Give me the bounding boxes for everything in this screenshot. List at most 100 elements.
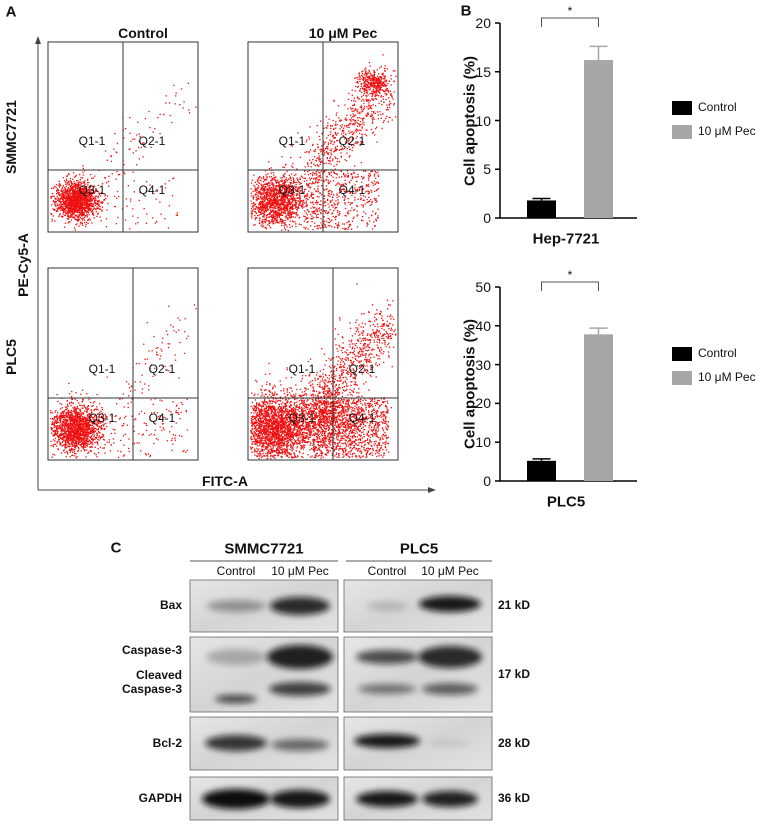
cell-dot [388, 91, 389, 92]
cell-dot [371, 91, 372, 92]
cell-dot [331, 213, 332, 214]
cell-dot [292, 205, 293, 206]
cell-dot [302, 177, 303, 178]
cell-dot [355, 115, 356, 116]
cell-dot [354, 121, 355, 122]
cell-dot [287, 219, 288, 220]
cell-dot [357, 112, 358, 113]
cell-dot [356, 177, 357, 178]
cell-dot [277, 189, 278, 190]
cell-dot [355, 108, 356, 109]
cell-dot [385, 118, 386, 119]
cell-dot [309, 183, 310, 184]
cell-dot [303, 178, 304, 179]
cell-dot [290, 178, 291, 179]
cell-dot [376, 90, 377, 91]
cell-dot [368, 186, 369, 187]
cell-dot [353, 172, 354, 173]
cell-dot [82, 214, 83, 215]
cell-dot [54, 198, 55, 199]
cell-dot [379, 91, 380, 92]
cell-dot [74, 227, 75, 228]
cell-dot [262, 186, 263, 187]
cell-dot [344, 125, 345, 126]
cell-dot [337, 210, 338, 211]
cell-dot [272, 217, 273, 218]
cell-dot [106, 182, 107, 183]
cell-dot [358, 98, 359, 99]
cell-dot [137, 122, 138, 123]
cell-dot [317, 211, 318, 212]
cell-dot [331, 141, 332, 142]
cell-dot [76, 203, 77, 204]
cell-dot [271, 184, 272, 185]
cell-dot [312, 183, 313, 184]
cell-dot [56, 211, 57, 212]
cell-dot [148, 111, 149, 112]
cell-dot [377, 80, 378, 81]
cell-dot [354, 115, 355, 116]
cell-dot [70, 201, 71, 202]
cell-dot [76, 191, 77, 192]
cell-dot [355, 90, 356, 91]
cell-dot [326, 128, 327, 129]
cell-dot [52, 196, 53, 197]
cell-dot [265, 192, 266, 193]
cell-dot [154, 128, 155, 129]
cell-dot [341, 156, 342, 157]
cell-dot [70, 405, 71, 406]
cell-dot [291, 215, 292, 216]
cell-dot [343, 128, 344, 129]
cell-dot [96, 200, 97, 201]
cell-dot [277, 207, 278, 208]
cell-dot [65, 215, 66, 216]
cell-dot [371, 98, 372, 99]
cell-dot [308, 211, 309, 212]
cell-dot [52, 208, 53, 209]
cell-dot [72, 209, 73, 210]
cell-dot [53, 201, 54, 202]
cell-dot [294, 175, 295, 176]
cell-dot [306, 141, 307, 142]
cell-dot [365, 115, 366, 116]
cell-dot [86, 224, 87, 225]
cell-dot [53, 446, 54, 447]
cell-dot [307, 199, 308, 200]
cell-dot [61, 188, 62, 189]
cell-dot [372, 115, 373, 116]
cell-dot [87, 211, 88, 212]
cell-dot [290, 176, 291, 177]
cell-dot [132, 216, 133, 217]
cell-dot [328, 218, 329, 219]
cell-dot [258, 210, 259, 211]
cell-dot [273, 174, 274, 175]
cell-dot [78, 208, 79, 209]
cell-dot [327, 200, 328, 201]
cell-dot [295, 226, 296, 227]
cell-dot [255, 194, 256, 195]
cell-dot [251, 217, 252, 218]
cell-dot [383, 102, 384, 103]
cell-dot [273, 223, 274, 224]
cell-dot [267, 198, 268, 199]
cell-dot [376, 92, 377, 93]
cell-dot [327, 213, 328, 214]
cell-dot [250, 188, 251, 189]
cell-dot [263, 189, 264, 190]
cell-dot [260, 189, 261, 190]
cell-dot [321, 133, 322, 134]
cell-dot [303, 216, 304, 217]
cell-dot [364, 88, 365, 89]
cell-dot [287, 208, 288, 209]
cell-dot [330, 128, 331, 129]
cell-dot [375, 184, 376, 185]
cell-dot [297, 207, 298, 208]
cell-dot [317, 147, 318, 148]
cell-dot [267, 214, 268, 215]
cell-dot [101, 407, 102, 408]
cell-dot [279, 214, 280, 215]
cell-dot [363, 82, 364, 83]
cell-dot [364, 77, 365, 78]
cell-dot [266, 193, 267, 194]
cell-dot [335, 185, 336, 186]
